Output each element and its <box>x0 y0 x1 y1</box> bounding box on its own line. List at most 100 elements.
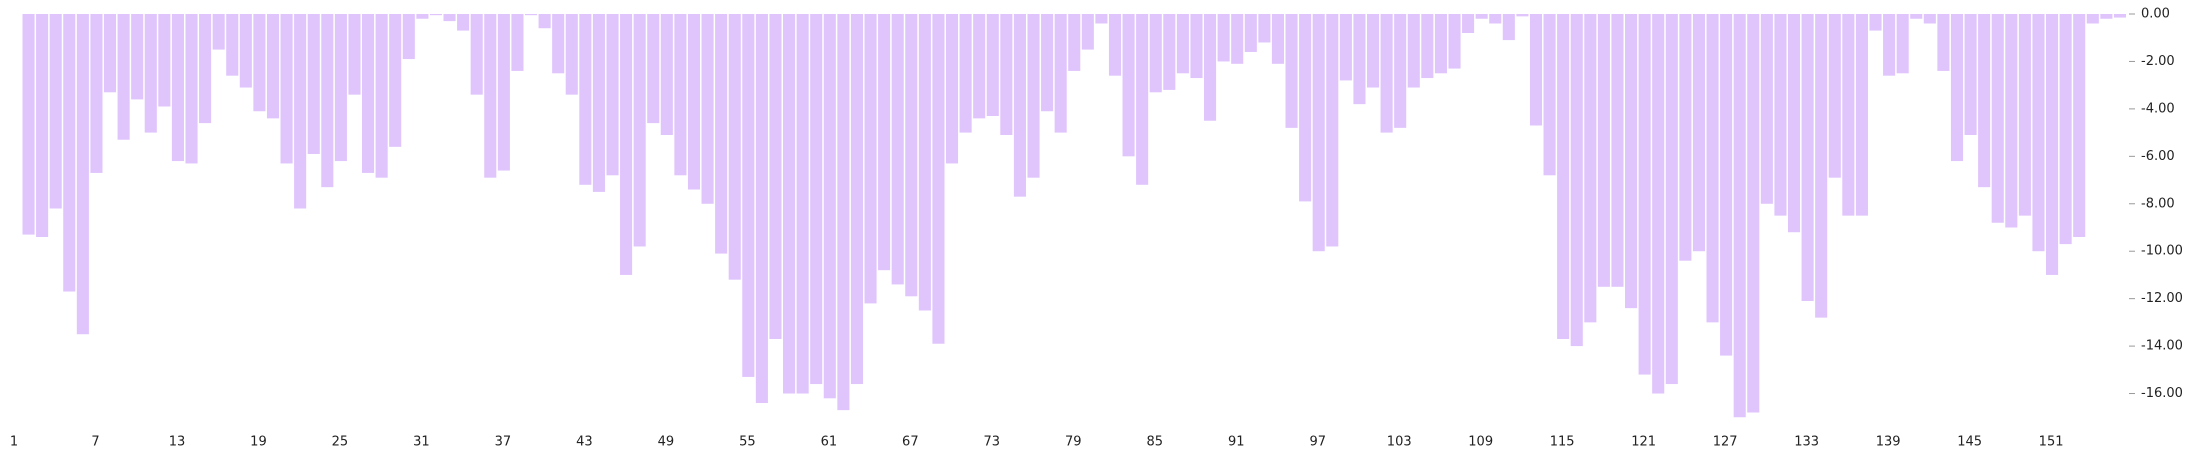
bar <box>1652 14 1665 394</box>
bar <box>416 14 429 19</box>
bar <box>1108 14 1122 76</box>
bar <box>1407 14 1420 88</box>
bar <box>1502 14 1515 41</box>
y-tick-label: 0.00 <box>2141 7 2170 22</box>
bar <box>755 14 768 404</box>
bar <box>2032 14 2045 252</box>
bar <box>2059 14 2072 245</box>
bar <box>1557 14 1570 339</box>
bar <box>1149 14 1162 93</box>
bar <box>742 14 755 377</box>
bar <box>1475 14 1488 19</box>
bar <box>1136 14 1149 185</box>
bar <box>1896 14 1909 74</box>
x-tick-label: 49 <box>658 435 675 450</box>
bar <box>1434 14 1447 74</box>
bar <box>945 14 959 164</box>
bar <box>402 14 415 60</box>
bar <box>1176 14 1189 74</box>
bar <box>932 14 945 344</box>
bar <box>1950 14 1964 162</box>
bar <box>348 14 361 95</box>
bar <box>2073 14 2086 237</box>
bar <box>158 14 171 107</box>
bar <box>850 14 863 385</box>
bar <box>1258 14 1271 43</box>
y-tick-label: -8.00 <box>2141 196 2175 211</box>
bar <box>1679 14 1692 261</box>
bar <box>701 14 714 204</box>
bar <box>1570 14 1583 347</box>
x-tick-label: 19 <box>250 435 267 450</box>
bar <box>2086 14 2099 24</box>
x-tick-label: 73 <box>984 435 1001 450</box>
bar <box>497 14 510 171</box>
bar <box>2005 14 2018 228</box>
bar <box>810 14 823 385</box>
bar <box>796 14 809 394</box>
bar <box>22 14 35 235</box>
bar <box>1516 14 1529 17</box>
bar <box>769 14 782 339</box>
bar <box>647 14 660 124</box>
bar <box>2046 14 2059 275</box>
x-tick-label: 25 <box>332 435 349 450</box>
bar <box>90 14 103 173</box>
bar <box>1706 14 1719 323</box>
bar <box>1842 14 1855 216</box>
x-tick-label: 37 <box>495 435 512 450</box>
bar <box>253 14 266 112</box>
bar <box>1828 14 1841 178</box>
bar <box>905 14 918 297</box>
bar <box>1380 14 1393 133</box>
bar <box>280 14 293 164</box>
bar <box>1068 14 1081 71</box>
y-tick-label: -12.00 <box>2141 291 2183 306</box>
x-tick-label: 79 <box>1065 435 1082 450</box>
bar <box>307 14 320 154</box>
x-tick-label: 91 <box>1228 435 1245 450</box>
bar <box>321 14 334 188</box>
bar <box>1584 14 1597 323</box>
bar <box>1733 14 1746 418</box>
bar <box>1285 14 1298 128</box>
bar <box>1923 14 1936 24</box>
bar <box>674 14 687 176</box>
bar <box>470 14 483 95</box>
x-tick-label: 121 <box>1631 435 1656 450</box>
bar <box>1991 14 2004 223</box>
bar <box>891 14 904 285</box>
y-tick-label: -16.00 <box>2141 386 2183 401</box>
bar <box>538 14 551 29</box>
bar <box>1462 14 1475 33</box>
bar <box>1760 14 1773 204</box>
bar <box>1244 14 1257 52</box>
x-tick-label: 31 <box>413 435 430 450</box>
x-tick-label: 7 <box>91 435 99 450</box>
bar <box>592 14 605 192</box>
bar <box>973 14 986 119</box>
x-tick-label: 109 <box>1468 435 1493 450</box>
bar <box>334 14 347 162</box>
bar <box>1339 14 1352 81</box>
bar <box>1081 14 1094 50</box>
bar <box>2100 14 2113 19</box>
bar <box>1271 14 1284 64</box>
bar <box>1543 14 1556 176</box>
bar <box>429 14 442 16</box>
bar <box>606 14 619 176</box>
bar <box>1095 14 1108 24</box>
bar <box>1801 14 1814 302</box>
bar <box>1855 14 1868 216</box>
bar <box>1883 14 1896 76</box>
x-tick-label: 55 <box>739 435 756 450</box>
bar <box>1665 14 1678 385</box>
y-tick-label: -6.00 <box>2141 149 2175 164</box>
x-tick-label: 127 <box>1713 435 1738 450</box>
bar <box>117 14 130 140</box>
x-tick-label: 85 <box>1147 435 1164 450</box>
bar <box>1122 14 1135 157</box>
bar <box>1910 14 1923 19</box>
bar <box>1448 14 1461 69</box>
x-tick-label: 67 <box>902 435 919 450</box>
